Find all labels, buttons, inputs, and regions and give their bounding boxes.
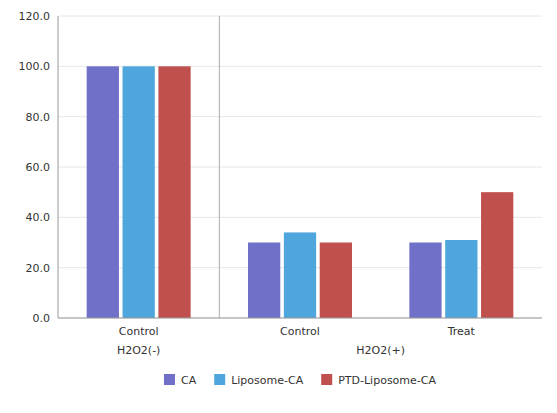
bar: [158, 66, 190, 318]
bar: [409, 243, 441, 319]
legend-label: Liposome-CA: [231, 374, 303, 387]
annotation: H2O2(-): [117, 344, 160, 357]
grid-line: [58, 16, 542, 17]
x-tick-label: Control: [119, 325, 159, 338]
x-tick-label: Control: [280, 325, 320, 338]
grid-line: [58, 318, 542, 319]
y-tick-label: 100.0: [19, 60, 51, 73]
legend-swatch: [214, 374, 225, 385]
bar: [445, 240, 477, 318]
y-tick-label: 80.0: [26, 111, 51, 124]
bar: [481, 192, 513, 318]
bar: [320, 243, 352, 319]
legend-swatch: [321, 374, 332, 385]
legend-swatch: [164, 374, 175, 385]
y-tick-label: 120.0: [19, 10, 51, 23]
legend-label: PTD-Liposome-CA: [338, 374, 436, 387]
legend-label: CA: [181, 374, 197, 387]
chart-container: 0.0 20.0 40.0 60.0 80.0 100.0 120.0 Control Cont…: [0, 0, 557, 413]
divider-line: [219, 16, 220, 318]
chart: 0.0 20.0 40.0 60.0 80.0 100.0 120.0 Control Cont…: [0, 0, 557, 413]
y-tick-label: 60.0: [26, 161, 51, 174]
bar: [248, 243, 280, 319]
y-tick-label: 40.0: [26, 211, 51, 224]
x-tick-label: Treat: [447, 325, 476, 338]
legend: CA Liposome-CA PTD-Liposome-CA: [164, 374, 437, 387]
y-axis-line: [58, 16, 59, 318]
bars: [87, 66, 514, 318]
bar: [87, 66, 119, 318]
bar: [123, 66, 155, 318]
annotation: H2O2(+): [356, 344, 405, 357]
y-tick-label: 0.0: [33, 312, 51, 325]
y-tick-label: 20.0: [26, 262, 51, 275]
bar: [284, 232, 316, 318]
x-axis-line: [58, 318, 542, 319]
